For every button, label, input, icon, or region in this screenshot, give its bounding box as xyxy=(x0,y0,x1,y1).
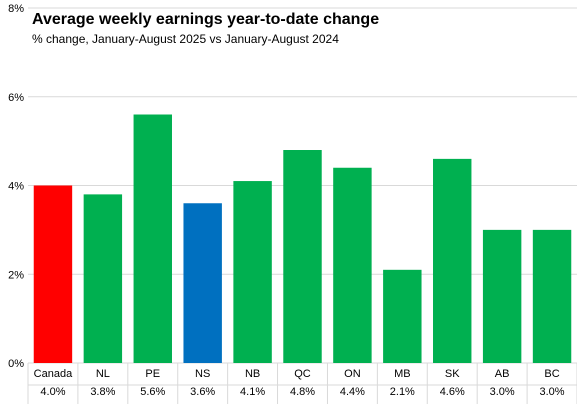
category-label: BC xyxy=(544,368,559,380)
y-tick-label: 4% xyxy=(8,181,24,193)
bar-canada xyxy=(33,185,73,363)
category-label: MB xyxy=(394,368,411,380)
category-label: NL xyxy=(96,368,110,380)
bar-bc xyxy=(532,229,572,363)
value-label: 5.6% xyxy=(140,386,165,398)
category-label: ON xyxy=(344,368,361,380)
bar-nl xyxy=(83,194,123,363)
chart-subtitle: % change, January-August 2025 vs January… xyxy=(32,32,339,46)
bar-mb xyxy=(383,269,422,363)
value-label: 4.0% xyxy=(40,386,65,398)
category-label: NB xyxy=(245,368,260,380)
y-tick-label: 8% xyxy=(8,3,24,15)
bar-pe xyxy=(133,114,172,363)
category-label: AB xyxy=(495,368,510,380)
category-label: PE xyxy=(145,368,160,380)
bar-sk xyxy=(433,158,472,363)
y-tick-label: 2% xyxy=(8,269,24,281)
y-tick-label: 6% xyxy=(8,92,24,104)
value-label: 2.1% xyxy=(390,386,415,398)
category-label: QC xyxy=(294,368,311,380)
bar-qc xyxy=(283,150,322,363)
bar-on xyxy=(333,167,372,363)
category-label: NS xyxy=(195,368,210,380)
value-label: 4.8% xyxy=(290,386,315,398)
bar-nb xyxy=(233,181,272,363)
category-separators xyxy=(27,363,577,404)
category-label: Canada xyxy=(34,368,73,380)
bar-ab xyxy=(482,229,522,363)
category-label: SK xyxy=(445,368,460,380)
y-tick-label: 0% xyxy=(8,358,24,370)
y-axis-ticks: 0% 2% 4% 6% 8% xyxy=(8,3,24,370)
bar-ns xyxy=(183,203,222,363)
value-label: 4.6% xyxy=(440,386,465,398)
value-label: 4.1% xyxy=(240,386,265,398)
value-label: 3.0% xyxy=(540,386,565,398)
category-labels: Canada 4.0% NL 3.8% PE 5.6% NS 3.6% NB 4.1% QC 4.8%… xyxy=(34,368,565,398)
value-label: 3.8% xyxy=(90,386,115,398)
chart-title: Average weekly earnings year-to-date cha… xyxy=(32,11,379,28)
value-label: 3.6% xyxy=(190,386,215,398)
value-label: 4.4% xyxy=(340,386,365,398)
value-label: 3.0% xyxy=(490,386,515,398)
bars xyxy=(33,114,572,363)
